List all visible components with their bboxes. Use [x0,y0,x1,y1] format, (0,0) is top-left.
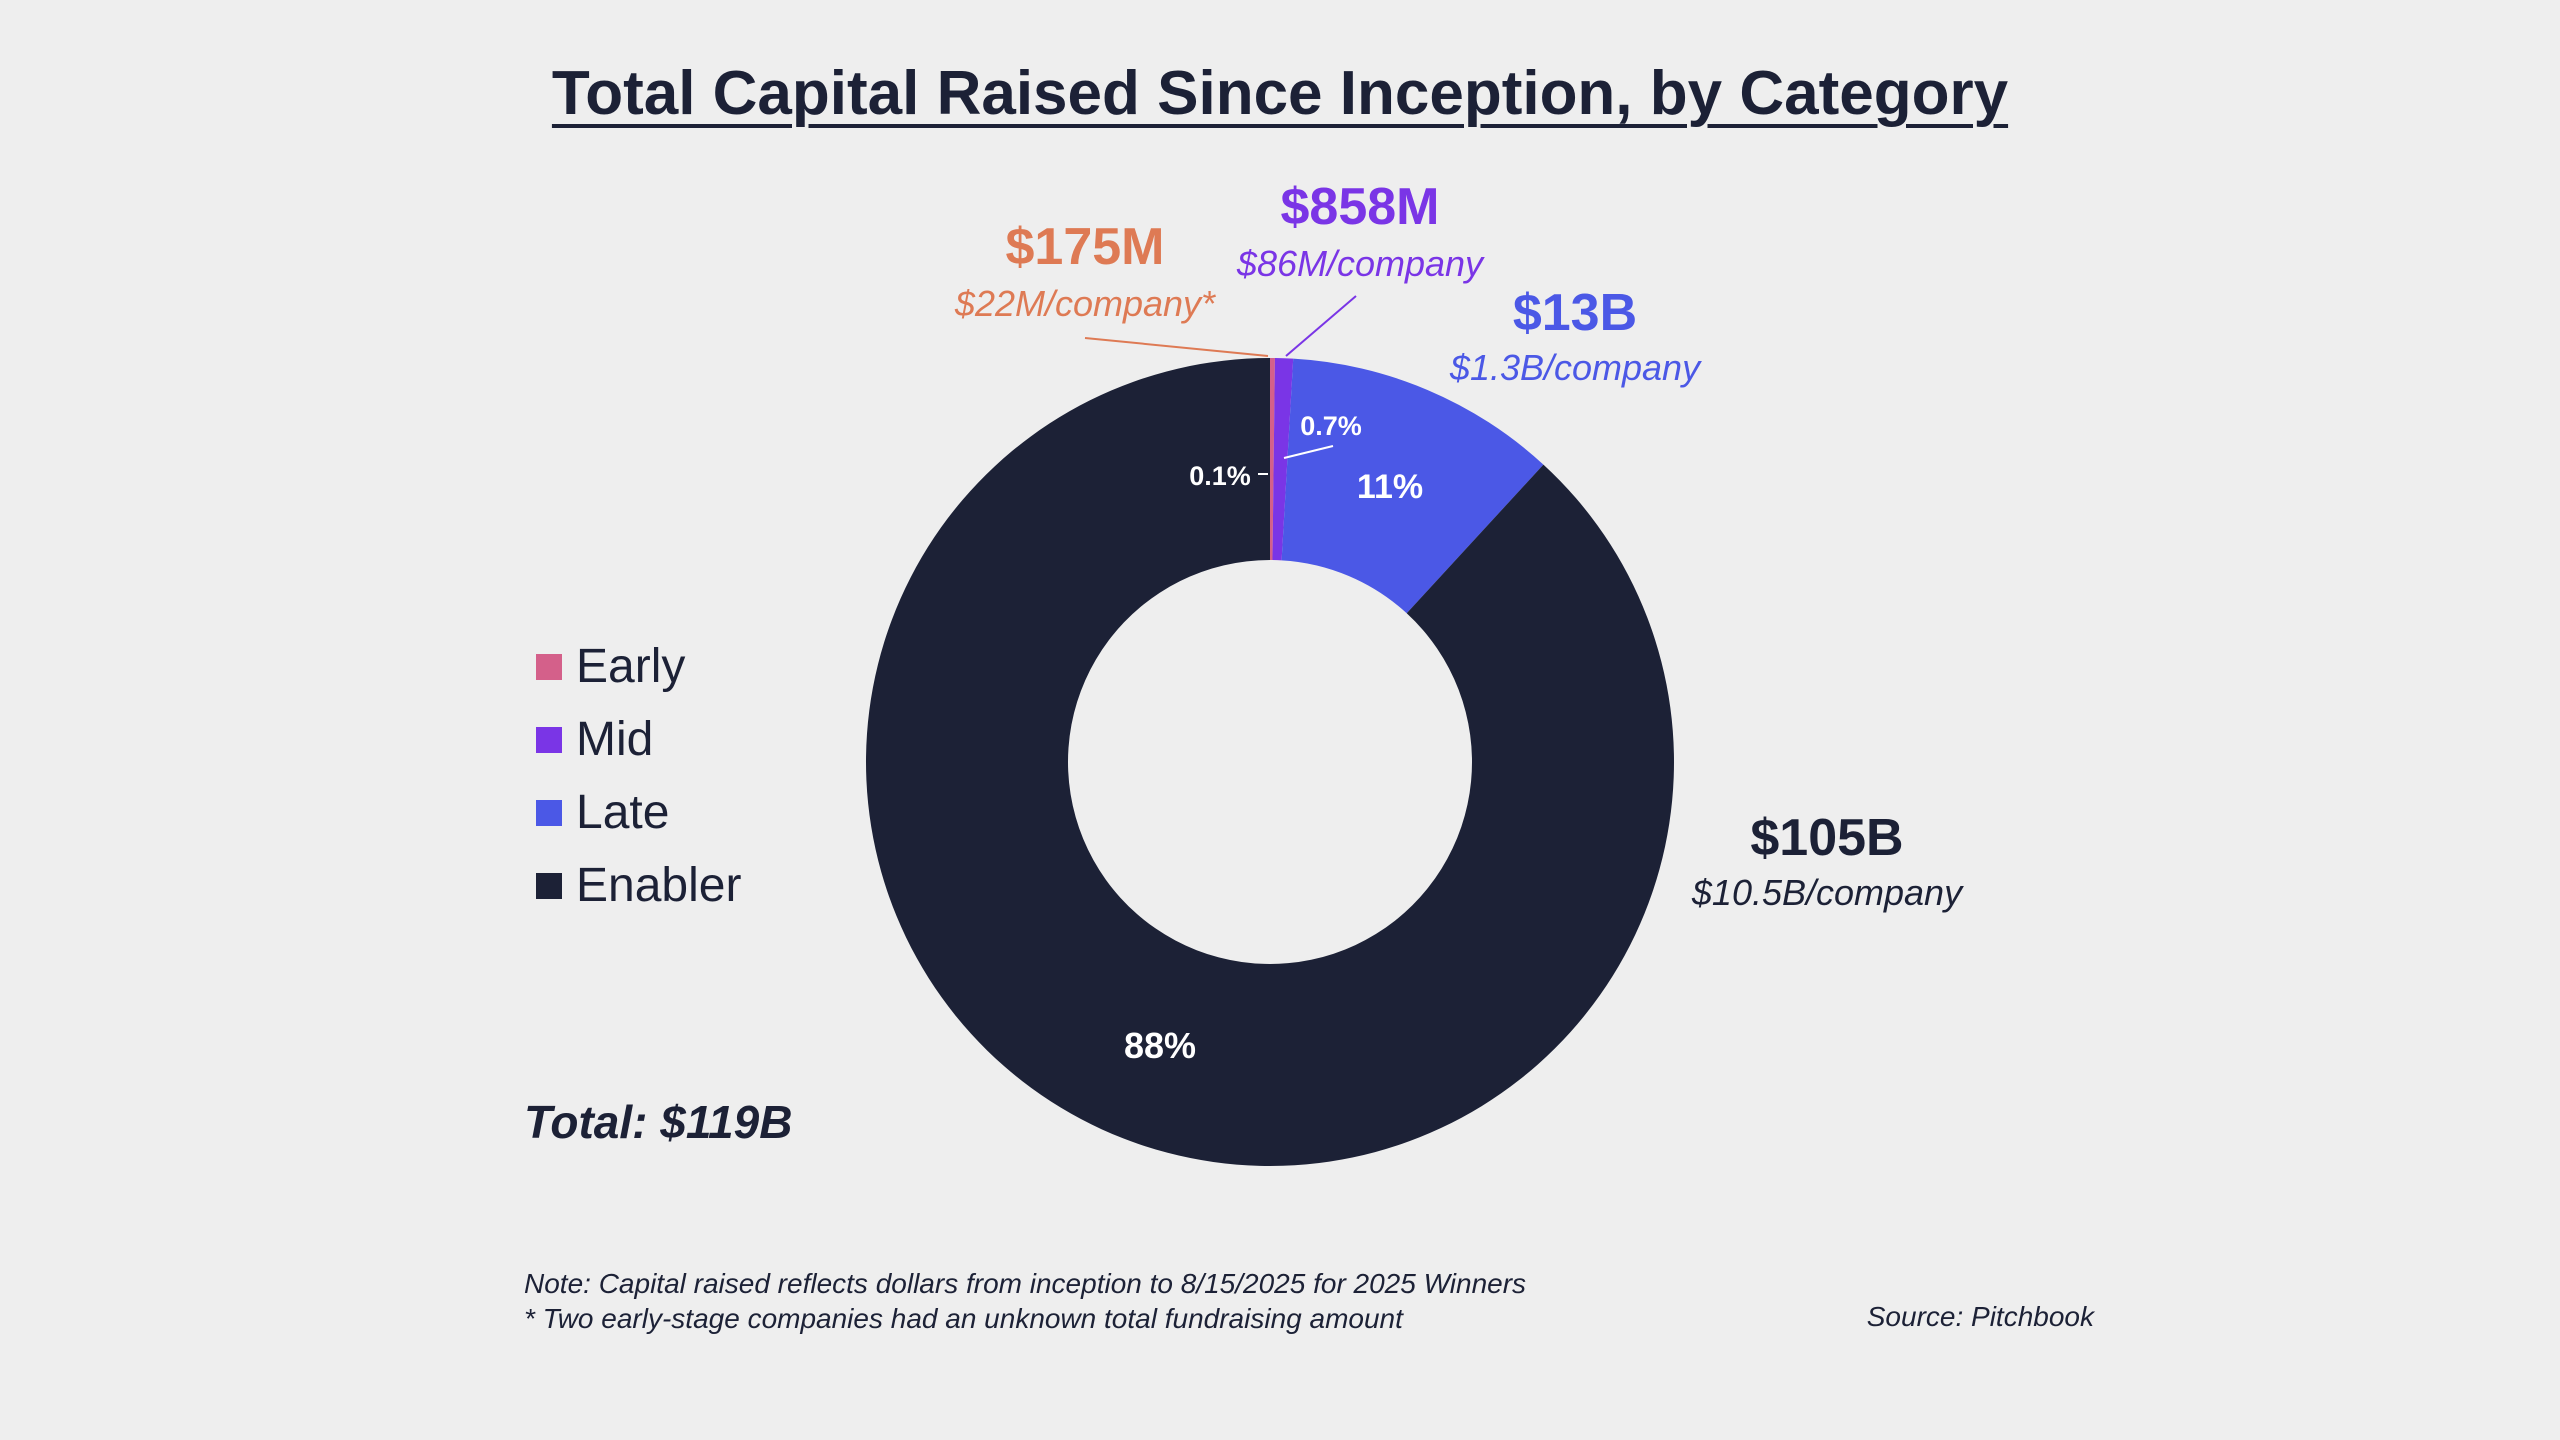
per-company-early: $22M/company* [954,283,1216,324]
slice-early [1270,358,1275,561]
per-company-late: $1.3B/company [1449,347,1702,388]
slice-mid [1272,358,1294,561]
legend-item-early: Early [536,630,741,703]
legend-item-mid: Mid [536,703,741,776]
slice-late [1281,358,1544,614]
footnote: Note: Capital raised reflects dollars fr… [524,1266,1526,1336]
note-line-2: * Two early-stage companies had an unkno… [524,1303,1403,1334]
leader-mid [1285,295,1357,357]
value-label-early: $175M [1006,218,1165,276]
per-company-mid: $86M/company [1236,243,1485,284]
source-label: Source: Pitchbook [1866,1301,2094,1332]
per-company-enabler: $10.5B/company [1691,872,1964,913]
pct-label-enabler: 88% [1124,1025,1196,1066]
chart-title: Total Capital Raised Since Inception, by… [551,59,2009,128]
legend-swatch-late [536,799,562,826]
total-label: Total: $119B [524,1096,793,1148]
legend-label-mid: Mid [576,713,654,766]
legend-swatch-mid [536,726,562,753]
pct-label-mid: 0.7% [1300,411,1362,441]
slice-enabler [865,358,1674,1166]
legend-label-early: Early [576,640,686,693]
pct-label-late: 11% [1357,468,1423,506]
legend-label-late: Late [576,786,670,839]
value-label-mid: $858M [1281,178,1440,236]
legend-swatch-early [536,653,562,680]
value-label-enabler: $105B [1750,809,1903,867]
legend-swatch-enabler [536,872,562,899]
value-label-late: $13B [1513,284,1637,342]
pct-label-early: 0.1% [1189,461,1251,491]
legend: Early Mid Late Enabler [536,630,741,922]
legend-item-enabler: Enabler [536,849,741,922]
legend-item-late: Late [536,776,741,849]
legend-label-enabler: Enabler [576,859,742,912]
leader-early [1084,337,1269,357]
note-line-1: Note: Capital raised reflects dollars fr… [524,1268,1527,1299]
pct-leader-mid [1283,445,1334,459]
